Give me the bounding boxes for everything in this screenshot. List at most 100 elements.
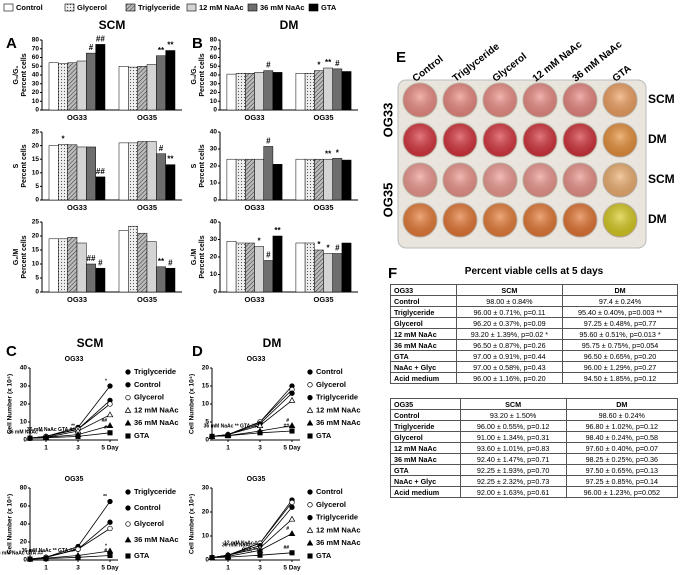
y-tick-label: 10 <box>202 533 210 540</box>
series-label: GTA <box>316 551 332 560</box>
y-tick-label: 60 <box>32 54 40 61</box>
significance-label: # <box>168 258 173 267</box>
y-tick-label: 40 <box>20 521 28 528</box>
table-cell: GTA <box>390 350 457 362</box>
y-axis-label: S <box>13 163 20 168</box>
table-cell: 36 mM NaAc <box>390 453 461 465</box>
marker <box>125 394 131 401</box>
y-axis-label: Percent cells <box>21 53 28 96</box>
series-line <box>211 430 293 437</box>
table-cell: 93.20 ± 1.50% <box>459 409 567 421</box>
well-shade <box>563 163 597 197</box>
table-row: NaAc + Glyc 97.00 ± 0.58%, p=0.43 96.00 ± … <box>390 361 678 373</box>
legend-swatch <box>125 3 136 12</box>
point-label: 36 mM NaAc ** GTA ## <box>204 423 258 429</box>
bar <box>254 246 264 293</box>
x-tick-label: 1 <box>226 565 230 572</box>
series-label: Control <box>134 503 161 512</box>
significance-label: ** <box>325 149 332 158</box>
bar <box>263 70 274 111</box>
legend-label: Control <box>16 3 43 12</box>
y-tick-label: 50 <box>210 63 218 70</box>
well-shade <box>443 123 477 157</box>
table-cell: 96.50 ± 0.87%, p=0.26 <box>455 339 564 351</box>
y-tick-label: 0 <box>23 437 27 444</box>
bar <box>165 50 176 111</box>
bar <box>165 267 176 293</box>
table-cell: OG35 <box>390 398 461 410</box>
bar <box>226 158 237 201</box>
bar <box>304 73 315 111</box>
y-axis-label: Percent cells <box>199 235 206 278</box>
y-tick-label: 60 <box>210 54 218 61</box>
significance-label: # <box>89 43 94 52</box>
bar <box>137 66 148 111</box>
table-row: Triglyceride 96.00 ± 0.55%, p=0.12 96.80 ±… <box>390 420 679 432</box>
bar <box>272 164 283 201</box>
table-row: 36 mM NaAc 92.40 ± 1.47%, p=0.71 98.25 ± 0… <box>390 453 679 465</box>
bar <box>245 73 255 111</box>
viability-table: OG35 SCM DM Control 93.20 ± 1.50% 98.60 ± 0.2… <box>390 398 679 498</box>
marker <box>125 505 131 511</box>
bar <box>304 158 315 201</box>
bar <box>304 242 315 293</box>
point-label: ## <box>283 545 289 551</box>
marker <box>306 539 314 546</box>
bar <box>48 238 59 293</box>
chart-title: DM <box>263 336 282 350</box>
well-shade <box>483 123 517 157</box>
table-row: NaAc + Glyc 92.25 ± 2.32%, p=0.73 97.25 ± … <box>390 475 679 487</box>
table-cell: Acid medium <box>390 372 457 384</box>
y-tick-label: 80 <box>210 37 218 44</box>
well-shade <box>603 203 637 237</box>
y-axis-label: Percent cells <box>199 53 206 96</box>
table-cell: 97.25 ± 0.85%, p=0.14 <box>565 475 679 487</box>
marker <box>307 489 313 495</box>
bar <box>254 158 264 201</box>
marker <box>106 547 114 554</box>
bar <box>118 66 129 111</box>
series-line <box>211 518 293 558</box>
marker <box>209 555 215 561</box>
significance-label: * <box>258 237 262 246</box>
y-tick-label: 20 <box>32 142 40 149</box>
marker <box>306 526 314 533</box>
table-cell: Triglyceride <box>390 306 457 318</box>
legend-swatch <box>247 3 258 12</box>
table-cell: Glycerol <box>390 317 457 329</box>
bar <box>86 52 96 111</box>
series-line <box>29 403 111 439</box>
marker <box>125 553 131 559</box>
y-tick-label: 70 <box>210 45 218 52</box>
marker <box>209 433 215 439</box>
y-tick-label: 5 <box>35 275 39 282</box>
table-cell: 94.50 ± 1.85%, p=0.12 <box>562 372 678 384</box>
y-axis-label: Cell Number (x 10⁴) <box>7 494 14 554</box>
marker <box>107 498 113 505</box>
bar <box>76 60 87 111</box>
table-cell: 98.40 ± 0.24%, p=0.58 <box>565 431 679 443</box>
bar <box>245 242 255 293</box>
well-shade <box>523 123 557 157</box>
y-tick-label: 0 <box>35 197 39 204</box>
well-shade <box>483 203 517 237</box>
table-cell: 96.00 ± 1.29%, p=0.27 <box>562 361 678 373</box>
series-line <box>211 400 293 437</box>
bar <box>67 62 78 111</box>
significance-label: ** <box>167 155 174 164</box>
y-tick-label: 10 <box>210 180 218 187</box>
table-cell: 96.00 ± 0.71%, p=0.11 <box>455 306 564 318</box>
point-label: # <box>104 548 107 554</box>
well-shade <box>603 83 637 117</box>
table-row: Acid medium 92.00 ± 1.63%, p=0.61 96.00 ± … <box>390 486 679 498</box>
series-label: Control <box>134 380 161 389</box>
y-tick-label: 40 <box>32 72 40 79</box>
y-tick-label: 30 <box>32 80 40 87</box>
significance-label: * <box>317 240 321 249</box>
point-label: 12 mM NaAc * <box>224 540 257 546</box>
y-tick-label: 10 <box>32 170 40 177</box>
table-cell: 98.25 ± 0.25%, p=0.36 <box>565 453 679 465</box>
significance-label: * <box>61 134 65 143</box>
x-tick-label: 5 Day <box>283 565 301 572</box>
